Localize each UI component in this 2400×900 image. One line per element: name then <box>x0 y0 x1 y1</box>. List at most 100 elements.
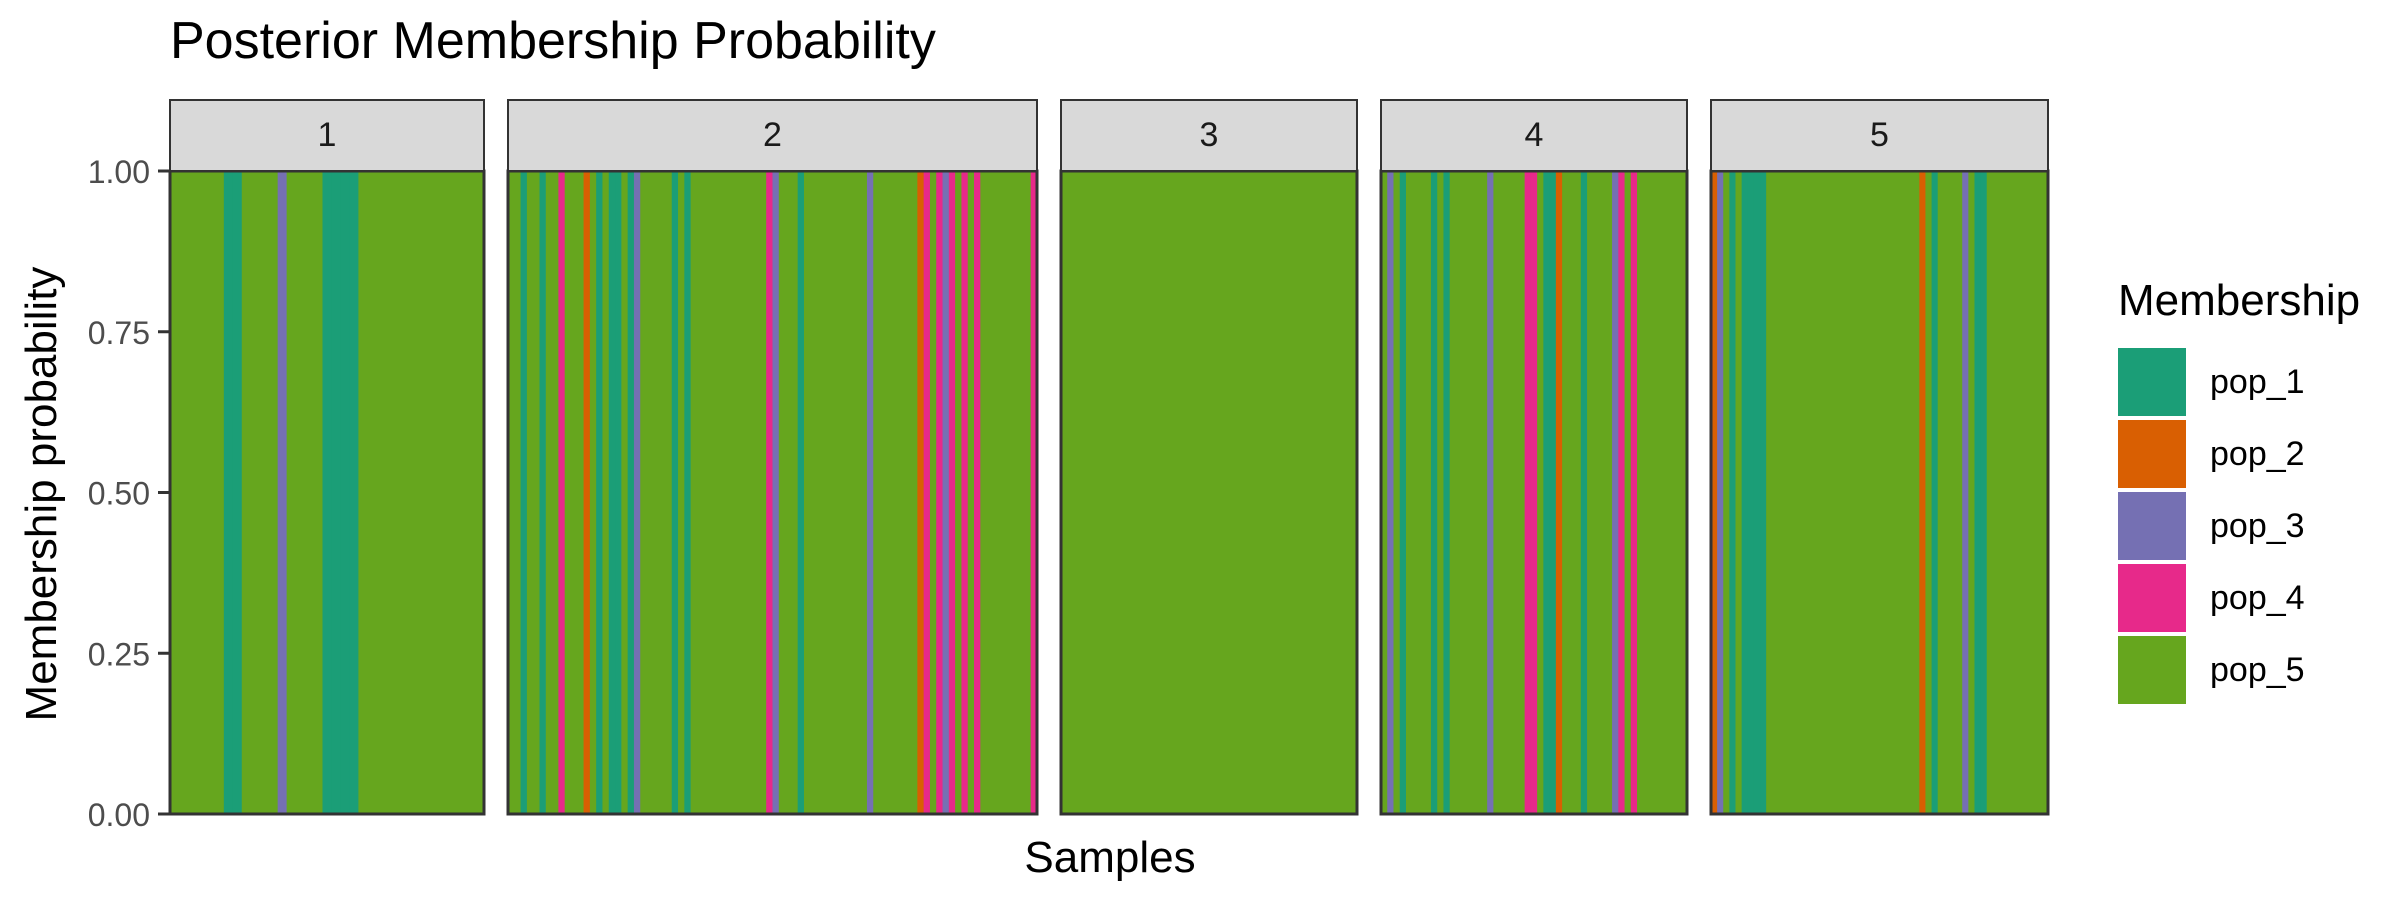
bar-facet1-sample-1-pop_5 <box>170 171 180 814</box>
facet-strip <box>169 99 485 172</box>
facet-strip <box>507 99 1038 172</box>
bar-facet5-sample-19-pop_5 <box>1821 171 1829 814</box>
bar-facet2-sample-81-pop_5 <box>1011 171 1019 814</box>
bar-facet1-sample-30-pop_5 <box>430 171 440 814</box>
bar-facet5-sample-2-pop_3 <box>1717 171 1724 814</box>
bar-facet2-sample-84-pop_4 <box>1030 171 1038 814</box>
bar-facet2-sample-23-pop_5 <box>646 171 654 814</box>
bar-facet3-sample-35-pop_5 <box>1270 171 1278 814</box>
bar-facet4-sample-14-pop_5 <box>1462 171 1470 814</box>
bar-facet1-sample-15-pop_5 <box>295 171 306 814</box>
bar-facet2-sample-42-pop_4 <box>766 171 774 814</box>
bar-facet5-sample-10-pop_5 <box>1766 171 1773 814</box>
bar-facet2-sample-79-pop_5 <box>999 171 1007 814</box>
facet-panels: 1 2 3 4 5 <box>168 99 2050 816</box>
bar-facet2-sample-15-pop_1 <box>596 171 604 814</box>
bar-facet5-sample-15-pop_5 <box>1796 171 1804 814</box>
bar-facet5-sample-36-pop_5 <box>1925 171 1933 814</box>
legend: pop_1 pop_2 pop_3 pop_4 pop_5 <box>2118 348 2305 704</box>
facet-panel-2: 2 <box>506 99 1039 816</box>
legend-swatch-pop_3 <box>2118 492 2186 560</box>
bar-facet2-sample-43-pop_3 <box>772 171 780 814</box>
bar-facet2-sample-2-pop_5 <box>514 171 522 814</box>
bar-facet5-sample-46-pop_5 <box>1986 171 1994 814</box>
bar-facet2-sample-35-pop_5 <box>722 171 730 814</box>
bar-facet1-sample-4-pop_5 <box>196 171 207 814</box>
y-axis: 0.00 0.25 0.50 0.75 1.00 <box>88 154 170 833</box>
bar-facet2-sample-10-pop_5 <box>564 171 572 814</box>
bar-facet1-sample-5-pop_5 <box>205 171 216 814</box>
facet-strip <box>1380 99 1688 172</box>
legend-label-pop_3: pop_3 <box>2210 507 2305 545</box>
bar-facet3-sample-22-pop_5 <box>1190 171 1198 814</box>
legend-label-pop_5: pop_5 <box>2210 651 2305 689</box>
bar-facet5-sample-31-pop_5 <box>1894 171 1902 814</box>
bar-facet5-sample-4-pop_1 <box>1729 171 1737 814</box>
bar-facet1-sample-33-pop_5 <box>457 171 467 814</box>
bar-facet3-sample-45-pop_5 <box>1332 171 1340 814</box>
bar-facet4-sample-21-pop_5 <box>1505 171 1513 814</box>
bar-facet4-sample-40-pop_5 <box>1624 171 1632 814</box>
bar-facet5-sample-30-pop_5 <box>1888 171 1896 814</box>
bar-facet2-sample-17-pop_1 <box>608 171 616 814</box>
bar-facet1-sample-25-pop_5 <box>385 171 395 814</box>
bar-facet4-sample-22-pop_5 <box>1512 171 1519 814</box>
bar-facet3-sample-33-pop_5 <box>1258 171 1266 814</box>
bar-facet3-sample-48-pop_5 <box>1350 171 1358 814</box>
bar-facet2-sample-82-pop_5 <box>1018 171 1026 814</box>
bar-facet3-sample-7-pop_5 <box>1098 171 1105 814</box>
bar-facet3-sample-11-pop_5 <box>1122 171 1130 814</box>
bar-facet2-sample-46-pop_5 <box>791 171 799 814</box>
bar-facet2-sample-28-pop_5 <box>678 171 685 814</box>
bar-facet2-sample-32-pop_5 <box>703 171 711 814</box>
bar-facet2-sample-39-pop_5 <box>747 171 755 814</box>
bar-facet4-sample-17-pop_5 <box>1480 171 1488 814</box>
facet-panel-5: 5 <box>1709 99 2050 816</box>
bar-facet1-sample-6-pop_5 <box>214 171 225 814</box>
bar-facet2-sample-25-pop_5 <box>659 171 667 814</box>
facet-strip <box>1060 99 1358 172</box>
bar-facet5-sample-16-pop_5 <box>1802 171 1810 814</box>
bar-facet4-sample-4-pop_1 <box>1399 171 1407 814</box>
bar-facet2-sample-1-pop_5 <box>508 171 515 814</box>
bar-facet1-sample-31-pop_5 <box>439 171 449 814</box>
bar-facet2-sample-51-pop_5 <box>822 171 830 814</box>
bar-facet4-sample-15-pop_5 <box>1468 171 1476 814</box>
bar-facet1-sample-13-pop_3 <box>277 171 288 814</box>
bar-facet3-sample-20-pop_5 <box>1178 171 1185 814</box>
bar-facet3-sample-28-pop_5 <box>1227 171 1235 814</box>
bar-facet4-sample-47-pop_5 <box>1668 171 1676 814</box>
bar-facet4-sample-38-pop_3 <box>1612 171 1619 814</box>
facet-strip-label: 3 <box>1200 116 1219 154</box>
bar-facet2-sample-27-pop_1 <box>671 171 679 814</box>
legend-swatch-pop_2 <box>2118 420 2186 488</box>
facet-strip-label: 5 <box>1870 116 1889 154</box>
bar-facet3-sample-17-pop_5 <box>1159 171 1167 814</box>
bar-facet4-sample-45-pop_5 <box>1655 171 1663 814</box>
bar-facet5-sample-54-pop_5 <box>2035 171 2043 814</box>
bar-facet5-sample-13-pop_5 <box>1784 171 1792 814</box>
bar-facet2-sample-55-pop_5 <box>848 171 855 814</box>
bar-facet4-sample-12-pop_5 <box>1449 171 1457 814</box>
legend-item-pop_5: pop_5 <box>2118 636 2305 704</box>
bar-facet4-sample-7-pop_5 <box>1418 171 1426 814</box>
bar-facet3-sample-24-pop_5 <box>1202 171 1210 814</box>
bar-facet2-sample-70-pop_3 <box>942 171 950 814</box>
bar-facet5-sample-12-pop_5 <box>1778 171 1786 814</box>
bar-facet2-sample-20-pop_1 <box>627 171 635 814</box>
bar-facet4-sample-34-pop_5 <box>1587 171 1594 814</box>
bar-facet2-sample-16-pop_5 <box>602 171 610 814</box>
bar-facet2-sample-34-pop_5 <box>715 171 723 814</box>
bar-facet2-sample-59-pop_5 <box>873 171 881 814</box>
bar-facet2-sample-3-pop_1 <box>520 171 528 814</box>
bar-facet1-sample-8-pop_1 <box>232 171 243 814</box>
bar-facet1-sample-7-pop_1 <box>223 171 234 814</box>
legend-label-pop_4: pop_4 <box>2210 579 2305 617</box>
bar-facet5-sample-43-pop_5 <box>1968 171 1976 814</box>
bar-facet5-sample-51-pop_5 <box>2017 171 2025 814</box>
legend-title: Membership <box>2118 276 2360 325</box>
bar-facet4-sample-24-pop_4 <box>1524 171 1532 814</box>
bar-facet3-sample-12-pop_5 <box>1128 171 1136 814</box>
bar-facet3-sample-18-pop_5 <box>1165 171 1173 814</box>
bar-facet4-sample-42-pop_5 <box>1637 171 1644 814</box>
